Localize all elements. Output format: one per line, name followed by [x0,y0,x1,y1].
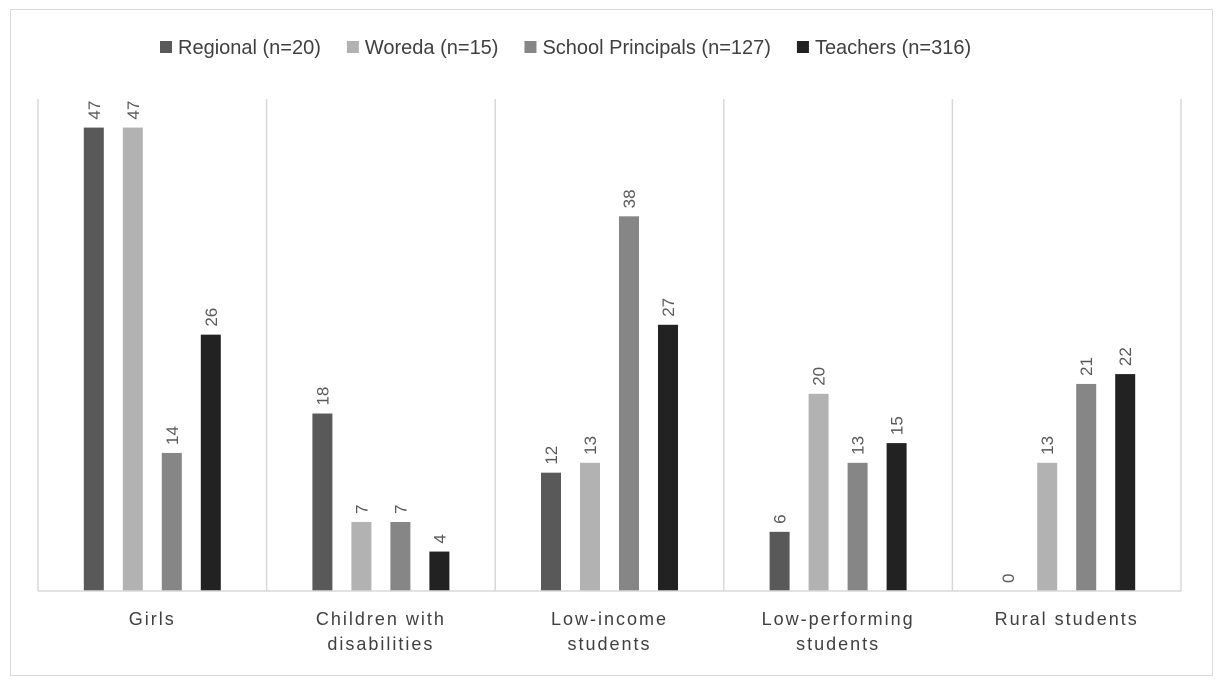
bars [83,127,1136,591]
bar [886,443,907,591]
bar [808,393,829,591]
bar [351,521,372,591]
bar [390,521,411,591]
bar [83,127,104,591]
data-label: 22 [1116,347,1135,366]
category-labels: Girls Children with disabilities Low-income… [129,609,1139,654]
bar [429,551,450,591]
category-separators [37,99,1182,591]
bar [580,462,600,591]
bar [658,324,678,591]
data-label: 47 [85,101,104,120]
data-label: 6 [771,514,790,523]
bar [312,413,333,591]
data-labels: 47 47 14 26 18 7 7 4 12 13 38 27 6 20 13 15 0 13 21 22 [85,101,1135,583]
legend-label-3: Teachers (n=316) [815,37,971,59]
data-label: 13 [581,436,600,455]
category-label: Low-performing [762,609,915,629]
legend: Regional (n=20) Woreda (n=15) School Princ… [160,37,971,59]
data-label: 38 [620,189,639,208]
legend-swatch-2 [524,41,537,53]
legend-swatch-3 [796,41,809,53]
legend-label-0: Regional (n=20) [178,37,321,59]
data-label: 4 [430,534,449,543]
category-label: Rural students [995,609,1139,629]
legend-label-1: Woreda (n=15) [365,37,499,59]
data-label: 26 [202,308,221,327]
bar [769,531,790,591]
legend-swatch-1 [346,41,359,53]
legend-swatch-0 [160,41,172,53]
bar [541,472,561,591]
category-label: students [796,634,880,654]
data-label: 15 [888,416,907,435]
bar [161,452,182,591]
bar [619,216,639,591]
category-label: Low-income [551,609,668,629]
data-label: 14 [163,426,182,445]
data-label: 20 [810,367,829,386]
category-label: disabilities [327,634,434,654]
data-label: 7 [391,505,410,514]
bar [1037,462,1058,591]
category-label: Children with [316,609,446,629]
data-label: 7 [352,505,371,514]
category-label: Girls [129,609,176,629]
data-label: 27 [659,298,678,317]
bar [1076,383,1097,591]
legend-label-2: School Principals (n=127) [542,37,770,59]
category-label: students [567,634,651,654]
bar [200,334,221,591]
bar [1115,374,1136,591]
data-label: 0 [999,574,1018,583]
data-label: 12 [542,446,561,465]
data-label: 13 [849,436,868,455]
data-label: 21 [1077,357,1096,376]
data-label: 13 [1038,436,1057,455]
data-label: 47 [124,101,143,120]
data-label: 18 [313,387,332,406]
bar [122,127,143,591]
bar [847,462,868,591]
